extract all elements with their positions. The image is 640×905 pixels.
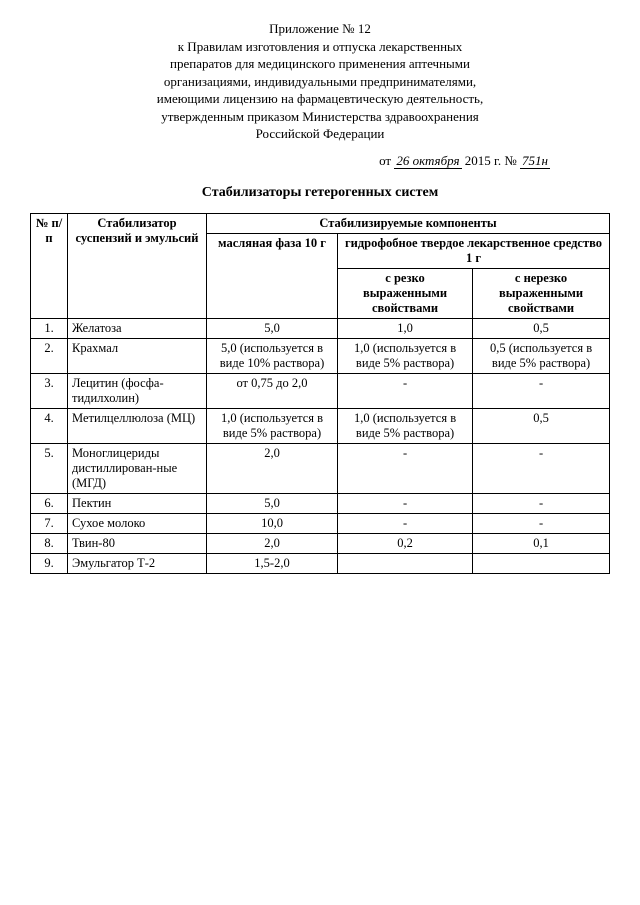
cell-name: Крахмал — [68, 338, 207, 373]
cell-strong: - — [338, 493, 473, 513]
cell-num: 9. — [31, 553, 68, 573]
cell-num: 7. — [31, 513, 68, 533]
header-line: Российской Федерации — [70, 125, 570, 143]
cell-strong: 1,0 (используется в виде 5% раствора) — [338, 408, 473, 443]
col-components: Стабилизируемые компоненты — [207, 213, 610, 233]
date-num-label: № — [504, 153, 516, 168]
table-row: 6.Пектин5,0-- — [31, 493, 610, 513]
cell-oil: 1,0 (используется в виде 5% раствора) — [207, 408, 338, 443]
cell-strong: 1,0 (используется в виде 5% раствора) — [338, 338, 473, 373]
cell-name: Лецитин (фосфа-тидилхолин) — [68, 373, 207, 408]
cell-num: 2. — [31, 338, 68, 373]
header-line: утвержденным приказом Министерства здрав… — [70, 108, 570, 126]
col-strong: с резко выраженными свойствами — [338, 268, 473, 318]
cell-oil: 5,0 (используется в виде 10% раствора) — [207, 338, 338, 373]
cell-weak: 0,5 (используется в виде 5% раствора) — [473, 338, 610, 373]
date-line: от 26 октября 2015 г. № 751н — [30, 153, 550, 169]
header-line: имеющими лицензию на фармацевтическую де… — [70, 90, 570, 108]
cell-num: 4. — [31, 408, 68, 443]
table-row: 2.Крахмал5,0 (используется в виде 10% ра… — [31, 338, 610, 373]
table-header-row: № п/п Стабилизатор суспензий и эмульсий … — [31, 213, 610, 233]
cell-strong: - — [338, 443, 473, 493]
col-num: № п/п — [31, 213, 68, 318]
table-row: 7.Сухое молоко10,0-- — [31, 513, 610, 533]
header-line: препаратов для медицинского применения а… — [70, 55, 570, 73]
cell-weak: - — [473, 373, 610, 408]
cell-weak: - — [473, 513, 610, 533]
cell-oil: от 0,75 до 2,0 — [207, 373, 338, 408]
cell-oil: 10,0 — [207, 513, 338, 533]
document-title: Стабилизаторы гетерогенных систем — [30, 185, 610, 201]
appendix-header: Приложение № 12 к Правилам изготовления … — [70, 20, 570, 143]
cell-oil: 5,0 — [207, 318, 338, 338]
cell-name: Твин-80 — [68, 533, 207, 553]
table-row: 4.Метилцеллюлоза (МЦ)1,0 (используется в… — [31, 408, 610, 443]
cell-weak: 0,1 — [473, 533, 610, 553]
date-prefix: от — [379, 153, 391, 168]
cell-name: Сухое молоко — [68, 513, 207, 533]
table-row: 1.Желатоза5,01,00,5 — [31, 318, 610, 338]
cell-num: 6. — [31, 493, 68, 513]
date-year: 2015 г. — [465, 153, 501, 168]
cell-weak: 0,5 — [473, 408, 610, 443]
cell-name: Желатоза — [68, 318, 207, 338]
cell-weak: 0,5 — [473, 318, 610, 338]
col-hydrophobic: гидрофобное твердое лекарственное средст… — [338, 233, 610, 268]
col-oil: масляная фаза 10 г — [207, 233, 338, 318]
table-row: 5.Моноглицериды дистиллирован-ные (МГД)2… — [31, 443, 610, 493]
cell-num: 8. — [31, 533, 68, 553]
cell-strong: 0,2 — [338, 533, 473, 553]
cell-weak: - — [473, 493, 610, 513]
cell-strong — [338, 553, 473, 573]
table-row: 8.Твин-802,00,20,1 — [31, 533, 610, 553]
header-line: к Правилам изготовления и отпуска лекарс… — [70, 38, 570, 56]
header-line: организациями, индивидуальными предприни… — [70, 73, 570, 91]
cell-oil: 1,5-2,0 — [207, 553, 338, 573]
cell-num: 5. — [31, 443, 68, 493]
cell-weak: - — [473, 443, 610, 493]
cell-oil: 5,0 — [207, 493, 338, 513]
cell-strong: - — [338, 513, 473, 533]
cell-name: Моноглицериды дистиллирован-ные (МГД) — [68, 443, 207, 493]
cell-name: Пектин — [68, 493, 207, 513]
cell-num: 3. — [31, 373, 68, 408]
col-weak: с нерезко выраженными свойствами — [473, 268, 610, 318]
cell-oil: 2,0 — [207, 533, 338, 553]
cell-oil: 2,0 — [207, 443, 338, 493]
cell-strong: - — [338, 373, 473, 408]
cell-num: 1. — [31, 318, 68, 338]
stabilizers-table: № п/п Стабилизатор суспензий и эмульсий … — [30, 213, 610, 574]
header-line: Приложение № 12 — [70, 20, 570, 38]
cell-name: Эмульгатор Т-2 — [68, 553, 207, 573]
cell-weak — [473, 553, 610, 573]
col-stabilizer: Стабилизатор суспензий и эмульсий — [68, 213, 207, 318]
date-handwritten: 26 октября — [394, 153, 461, 169]
table-row: 9.Эмульгатор Т-21,5-2,0 — [31, 553, 610, 573]
date-num: 751н — [520, 153, 550, 169]
cell-strong: 1,0 — [338, 318, 473, 338]
cell-name: Метилцеллюлоза (МЦ) — [68, 408, 207, 443]
table-row: 3.Лецитин (фосфа-тидилхолин)от 0,75 до 2… — [31, 373, 610, 408]
